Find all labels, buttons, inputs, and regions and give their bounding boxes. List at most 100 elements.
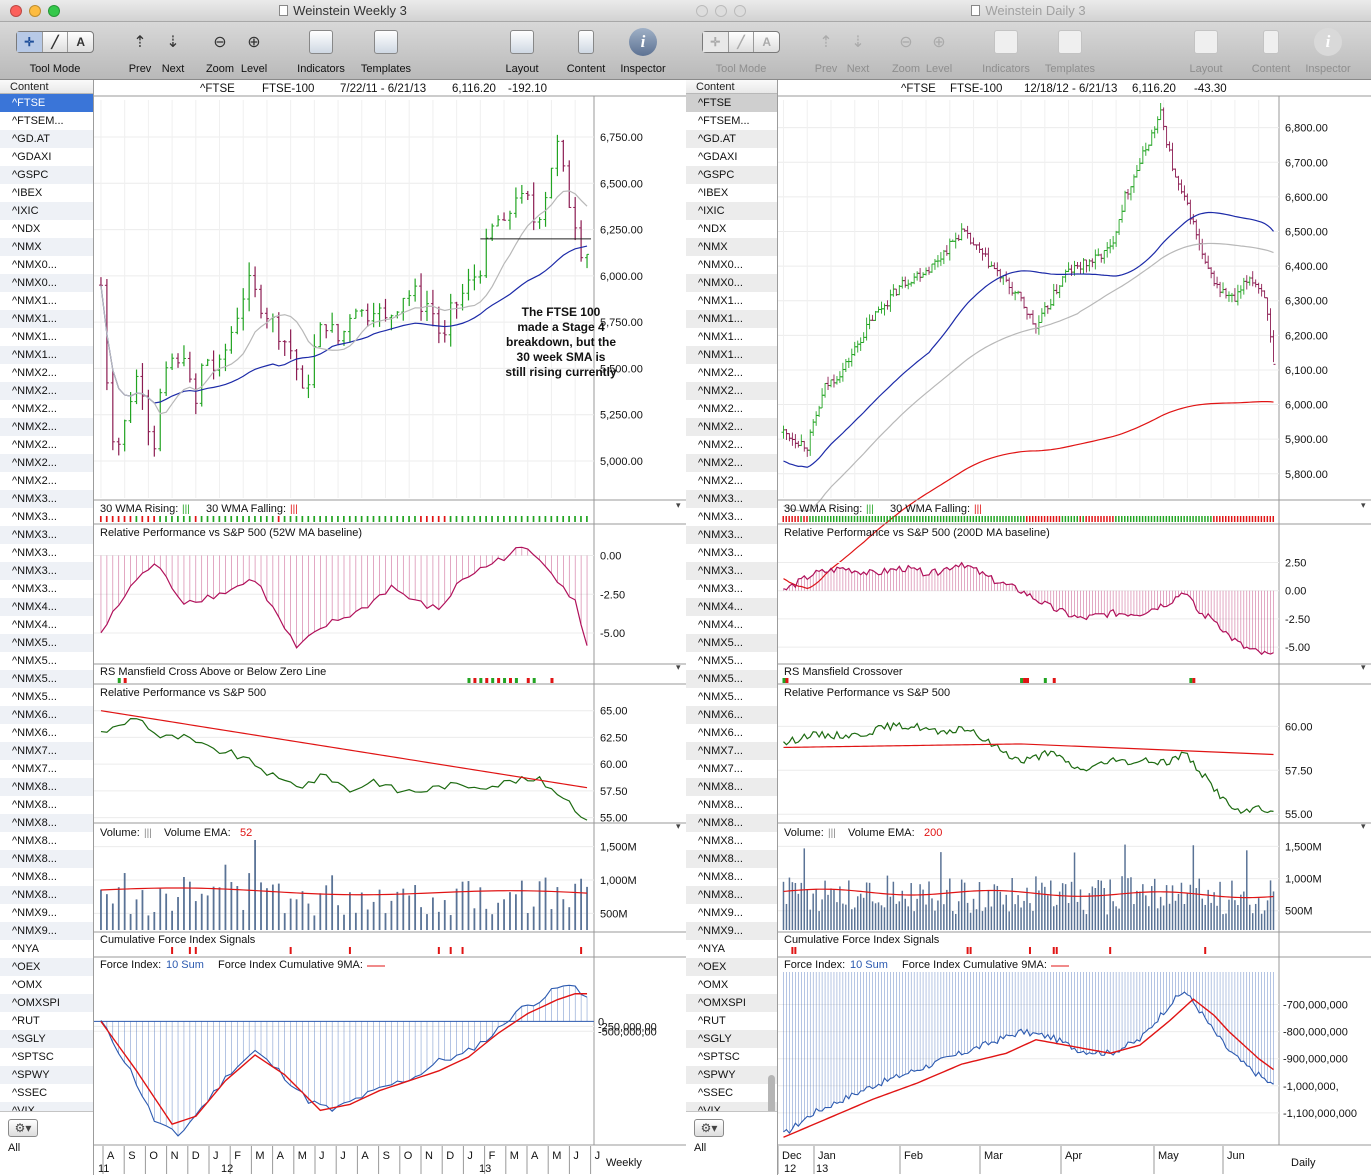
- daily-chart[interactable]: ^FTSE FTSE-100 12/18/12 - 6/21/13 6,116.20 -…: [778, 80, 1371, 1175]
- symbol-list-item[interactable]: ^NMX1...: [0, 346, 93, 364]
- symbol-list-item[interactable]: ^NMX3...: [12, 583, 57, 595]
- crosshair-icon[interactable]: ✛: [703, 32, 729, 52]
- symbol-list-item[interactable]: ^NMX3...: [698, 583, 743, 595]
- zoom-window-button[interactable]: [48, 5, 60, 17]
- symbol-list-item[interactable]: ^NMX2...: [686, 454, 777, 472]
- symbol-list-item[interactable]: ^NMX5...: [686, 634, 777, 652]
- close-window-button[interactable]: [10, 5, 22, 17]
- symbol-list-item[interactable]: ^NMX3...: [698, 547, 743, 559]
- symbol-list-item[interactable]: ^SSEC: [698, 1087, 734, 1099]
- symbol-list-item[interactable]: ^NMX2...: [12, 475, 57, 487]
- line-tool-icon[interactable]: ╱: [43, 32, 69, 52]
- symbol-list-item[interactable]: ^NMX8...: [686, 778, 777, 796]
- symbol-list-item[interactable]: ^NMX9...: [0, 922, 93, 940]
- symbol-list-item[interactable]: ^NMX1...: [0, 310, 93, 328]
- symbol-list-item[interactable]: ^NMX2...: [686, 382, 777, 400]
- inspector-button[interactable]: i Inspector: [1300, 26, 1356, 75]
- symbol-list-item[interactable]: ^OMX: [12, 979, 43, 991]
- symbol-list-item[interactable]: ^OMXSPI: [686, 994, 777, 1012]
- symbol-list-item[interactable]: ^NMX8...: [0, 814, 93, 832]
- symbol-list-item[interactable]: ^NMX3...: [0, 562, 93, 580]
- text-tool-icon[interactable]: A: [762, 35, 772, 49]
- next-button[interactable]: ⇣ Next: [842, 26, 874, 75]
- prev-button[interactable]: ⇡ Prev: [124, 26, 156, 75]
- symbol-list-item[interactable]: ^IXIC: [686, 202, 777, 220]
- symbol-list-item[interactable]: ^NMX6...: [12, 727, 57, 739]
- templates-button[interactable]: Templates: [357, 26, 415, 75]
- symbol-list-item[interactable]: ^NMX1...: [686, 346, 777, 364]
- symbol-list-item[interactable]: ^NMX9...: [698, 907, 743, 919]
- symbol-list-item[interactable]: ^NMX9...: [686, 922, 777, 940]
- zoom-out-button[interactable]: ⊖ Zoom: [888, 26, 924, 75]
- symbol-list-item[interactable]: ^NMX6...: [698, 727, 743, 739]
- gear-icon[interactable]: ⚙▾: [8, 1119, 38, 1137]
- symbol-list-item[interactable]: ^NMX3...: [686, 562, 777, 580]
- window-titlebar[interactable]: Weinstein Weekly 3: [0, 0, 686, 22]
- symbol-list-item[interactable]: ^NMX2...: [12, 439, 57, 451]
- symbol-list-item[interactable]: ^NMX3...: [0, 526, 93, 544]
- symbol-list-item[interactable]: ^NDX: [12, 223, 41, 235]
- symbol-list-item[interactable]: ^SGLY: [686, 1030, 777, 1048]
- symbol-list-item[interactable]: ^SPTSC: [12, 1051, 54, 1063]
- symbol-list-item[interactable]: ^NMX8...: [686, 850, 777, 868]
- indicators-button[interactable]: Indicators: [978, 26, 1034, 75]
- symbol-list-item[interactable]: ^GSPC: [0, 166, 93, 184]
- symbol-list-item[interactable]: ^GDAXI: [698, 151, 738, 163]
- symbol-list-item[interactable]: ^OMX: [698, 979, 729, 991]
- symbol-list-item[interactable]: ^NMX: [686, 238, 777, 256]
- symbol-list-item[interactable]: ^NMX4...: [698, 619, 743, 631]
- inspector-button[interactable]: i Inspector: [616, 26, 670, 75]
- symbol-list-item[interactable]: ^IBEX: [12, 187, 43, 199]
- symbol-list-item[interactable]: ^FTSEM...: [12, 115, 64, 127]
- next-button[interactable]: ⇣ Next: [157, 26, 189, 75]
- symbol-list-item[interactable]: ^NMX2...: [698, 367, 743, 379]
- symbol-list-item[interactable]: ^NMX8...: [686, 886, 777, 904]
- layout-button[interactable]: Layout: [1184, 26, 1228, 75]
- symbol-list-item[interactable]: ^NMX8...: [698, 835, 743, 847]
- symbol-list-item[interactable]: ^NMX5...: [0, 634, 93, 652]
- symbol-list-item[interactable]: ^NMX8...: [12, 871, 57, 883]
- symbol-list-item[interactable]: ^FTSEM...: [698, 115, 750, 127]
- symbol-list-item[interactable]: ^NMX2...: [0, 382, 93, 400]
- symbol-list-item[interactable]: ^NMX1...: [686, 310, 777, 328]
- symbol-list-item[interactable]: ^NMX5...: [698, 655, 743, 667]
- symbol-list-item[interactable]: ^NMX3...: [0, 490, 93, 508]
- symbol-list-item[interactable]: ^NMX: [0, 238, 93, 256]
- symbol-list-item[interactable]: ^NYA: [698, 943, 725, 955]
- symbol-list-item[interactable]: ^OMXSPI: [0, 994, 93, 1012]
- symbol-list-item[interactable]: ^NMX3...: [12, 547, 57, 559]
- symbol-list-item[interactable]: ^NYA: [12, 943, 39, 955]
- symbol-list[interactable]: ^FTSE ^FTSEM... ^GD.AT ^GDAXI ^GSPC ^IBEX ^IXI…: [686, 94, 777, 1120]
- zoom-out-button[interactable]: ⊖ Zoom: [202, 26, 238, 75]
- symbol-list-item[interactable]: ^RUT: [12, 1015, 40, 1027]
- symbol-list-item[interactable]: ^NMX8...: [698, 871, 743, 883]
- symbol-list-item[interactable]: ^NMX2...: [698, 403, 743, 415]
- symbol-list-item[interactable]: ^OEX: [0, 958, 93, 976]
- daily-chart-window[interactable]: Weinstein Daily 3 ✛ ╱ A Tool Mode ⇡ Prev ⇣…: [686, 0, 1371, 1175]
- symbol-list-item[interactable]: ^NMX7...: [0, 742, 93, 760]
- symbol-list-item[interactable]: ^NMX5...: [12, 691, 57, 703]
- symbol-list-item[interactable]: ^NMX5...: [0, 670, 93, 688]
- scrollbar-thumb[interactable]: [768, 1075, 775, 1115]
- symbol-list-item[interactable]: ^OEX: [686, 958, 777, 976]
- symbol-list-item[interactable]: ^NDX: [698, 223, 727, 235]
- symbol-list-item[interactable]: ^NMX3...: [686, 490, 777, 508]
- symbol-list-item[interactable]: ^NMX8...: [0, 850, 93, 868]
- symbol-list-item[interactable]: ^NMX7...: [686, 742, 777, 760]
- symbol-list-item[interactable]: ^NMX2...: [0, 418, 93, 436]
- symbol-list-item[interactable]: ^NMX4...: [686, 598, 777, 616]
- symbol-list-item[interactable]: ^NMX5...: [686, 670, 777, 688]
- symbol-list-item[interactable]: ^SPWY: [0, 1066, 93, 1084]
- symbol-list-item[interactable]: ^RUT: [698, 1015, 726, 1027]
- symbol-list-item[interactable]: ^GDAXI: [12, 151, 52, 163]
- symbol-list-item[interactable]: ^NMX6...: [686, 706, 777, 724]
- weekly-chart[interactable]: ^FTSE FTSE-100 7/22/11 - 6/21/13 6,116.20 -1…: [94, 80, 686, 1175]
- symbol-list-item[interactable]: ^NMX3...: [686, 526, 777, 544]
- minimize-window-button[interactable]: [715, 5, 727, 17]
- symbol-list-item[interactable]: ^GSPC: [686, 166, 777, 184]
- symbol-list-item[interactable]: ^NMX1...: [12, 295, 57, 307]
- symbol-list-item[interactable]: ^NMX0...: [0, 274, 93, 292]
- symbol-list-item[interactable]: ^NMX0...: [12, 259, 57, 271]
- zoom-in-button[interactable]: ⊕ Level: [921, 26, 957, 75]
- symbol-list-item[interactable]: ^NMX8...: [0, 886, 93, 904]
